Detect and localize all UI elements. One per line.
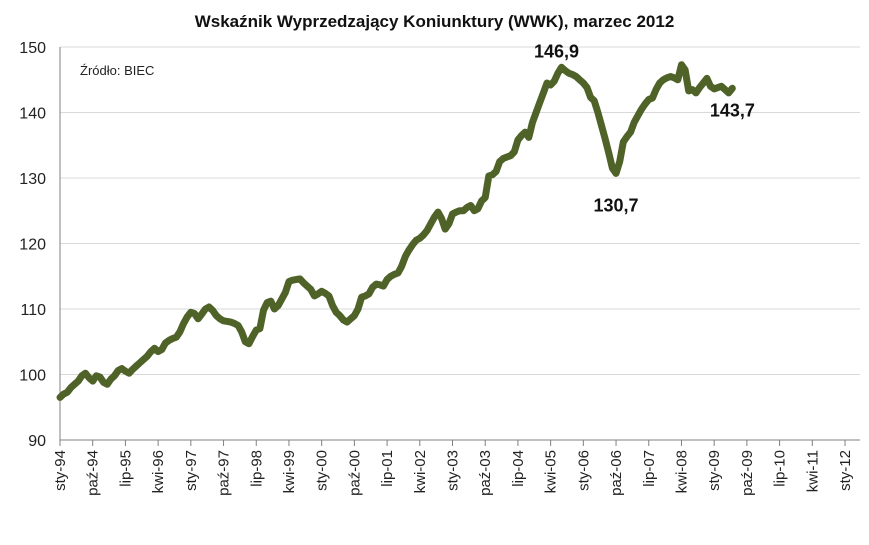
data-label: 143,7 [710, 100, 755, 120]
y-tick-label: 100 [19, 368, 46, 385]
x-tick-label: sty-09 [706, 450, 723, 491]
x-tick-label: kwi-96 [150, 450, 167, 493]
data-label: 146,9 [534, 41, 579, 61]
x-tick-label: lip-98 [248, 450, 265, 487]
x-tick-label: sty-97 [183, 450, 200, 491]
x-tick-label: lip-04 [510, 450, 527, 487]
x-tick-label: lip-07 [641, 450, 658, 487]
y-tick-label: 120 [19, 237, 46, 254]
y-tick-label: 150 [19, 40, 46, 57]
y-tick-label: 130 [19, 171, 46, 188]
x-tick-label: sty-12 [837, 450, 854, 491]
x-tick-label: paź-09 [739, 450, 756, 496]
x-tick-label: paź-94 [85, 450, 102, 496]
x-tick-label: sty-06 [575, 450, 592, 491]
x-tick-label: kwi-99 [281, 450, 298, 493]
x-tick-label: lip-95 [117, 450, 134, 487]
x-tick-label: paź-06 [608, 450, 625, 496]
data-label: 130,7 [594, 195, 639, 215]
x-tick-label: paź-03 [477, 450, 494, 496]
chart-title: Wskaźnik Wyprzedzający Koniunktury (WWK)… [194, 12, 675, 31]
x-tick-label: kwi-08 [673, 450, 690, 493]
source-note: Źródło: BIEC [80, 63, 154, 78]
x-tick-label: kwi-11 [804, 450, 821, 492]
y-tick-label: 110 [20, 302, 46, 319]
x-tick-label: kwi-02 [412, 450, 429, 493]
x-tick-label: paź-97 [216, 450, 233, 496]
x-tick-label: sty-94 [52, 450, 69, 491]
series-line-wwk [56, 61, 736, 401]
x-tick-label: kwi-05 [543, 450, 560, 493]
y-tick-label: 140 [19, 106, 46, 123]
x-tick-label: lip-01 [379, 450, 396, 487]
y-tick-label: 90 [28, 433, 46, 450]
x-tick-label: paź-00 [346, 450, 363, 496]
x-tick-label: lip-10 [772, 450, 789, 487]
x-tick-label: sty-03 [445, 450, 462, 491]
x-tick-label: sty-00 [314, 450, 331, 491]
